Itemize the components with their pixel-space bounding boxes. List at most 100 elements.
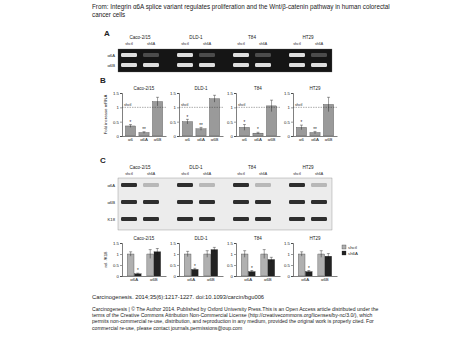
error-bar bbox=[213, 247, 216, 251]
error-stem bbox=[214, 247, 215, 251]
tick: 0.5 bbox=[170, 120, 179, 125]
tick: α6A bbox=[244, 277, 252, 282]
band bbox=[233, 63, 249, 67]
tick-label: 0 bbox=[117, 134, 120, 139]
tick-label: α6B bbox=[264, 277, 272, 282]
tick-label: 1 bbox=[231, 105, 234, 110]
error-stem bbox=[301, 252, 302, 256]
reference-line bbox=[179, 107, 223, 108]
axis-line bbox=[177, 94, 180, 137]
band bbox=[233, 183, 249, 187]
error-cap bbox=[270, 100, 273, 101]
x-axis: α6Aα6B bbox=[123, 277, 167, 283]
band bbox=[255, 63, 271, 67]
tick: α6 bbox=[128, 137, 133, 142]
tick: 0.5 bbox=[113, 120, 122, 125]
tick: 0.5 bbox=[227, 120, 236, 125]
tick-mark bbox=[177, 254, 179, 255]
band bbox=[121, 53, 137, 57]
lane-label: sh6A bbox=[203, 42, 212, 46]
tick: 1.5 bbox=[170, 91, 179, 96]
significance-mark: * bbox=[194, 264, 196, 269]
tick: α6 bbox=[242, 137, 247, 142]
panel-label: A bbox=[104, 29, 110, 38]
chart-title: HT29 bbox=[309, 236, 321, 241]
error-bar bbox=[129, 125, 132, 128]
lane-label: shctl bbox=[293, 172, 301, 176]
tick-mark bbox=[177, 107, 179, 108]
tick: 1.5 bbox=[227, 91, 236, 96]
tick-label: α6B bbox=[207, 277, 215, 282]
tick-label: α6A bbox=[254, 137, 262, 142]
axis-line bbox=[291, 94, 294, 137]
error-stem bbox=[201, 127, 202, 130]
tick-label: α6 bbox=[128, 137, 133, 142]
band bbox=[199, 200, 215, 204]
tick: 0.5 bbox=[284, 120, 293, 125]
axis-line bbox=[234, 94, 237, 137]
plot bbox=[127, 249, 160, 277]
tick: 1 bbox=[231, 252, 236, 257]
tick-mark bbox=[291, 136, 293, 137]
y-axis: 00.511.5 bbox=[227, 241, 236, 279]
y-axis: 00.511.5 bbox=[113, 241, 122, 279]
tick-mark bbox=[234, 93, 236, 94]
error-bar bbox=[300, 125, 303, 130]
tick-label: 0.5 bbox=[284, 263, 291, 268]
axis-line bbox=[123, 276, 167, 277]
plot bbox=[184, 247, 217, 276]
significance-mark: ** bbox=[313, 127, 317, 132]
lane-label: sh6A bbox=[203, 172, 212, 176]
tick-mark bbox=[177, 265, 179, 266]
band bbox=[177, 217, 193, 221]
chart: 00.511.5α6α6Aα6BT84shctl** bbox=[227, 86, 280, 142]
error-bar bbox=[307, 271, 310, 273]
y-axis: 00.511.5 bbox=[170, 91, 179, 139]
tick-mark bbox=[177, 122, 179, 123]
band bbox=[311, 53, 327, 57]
significance-mark: * bbox=[257, 127, 259, 132]
tick-mark bbox=[291, 243, 293, 244]
significance-mark: * bbox=[308, 266, 310, 271]
error-stem bbox=[258, 132, 259, 134]
band bbox=[233, 53, 249, 57]
error-bar bbox=[327, 97, 330, 111]
tick: α6B bbox=[321, 277, 329, 282]
tick: 0 bbox=[288, 134, 293, 139]
error-cap bbox=[129, 251, 132, 252]
tick-mark bbox=[234, 265, 236, 266]
band bbox=[255, 217, 271, 221]
bar bbox=[152, 102, 162, 136]
lane-label: shctl bbox=[125, 172, 133, 176]
footer-text: permits non-commercial re-use, distribut… bbox=[92, 318, 374, 324]
tick-mark bbox=[234, 136, 236, 137]
error-stem bbox=[187, 119, 188, 124]
error-cap bbox=[327, 253, 330, 254]
error-stem bbox=[271, 257, 272, 261]
tick: α6A bbox=[140, 137, 148, 142]
tick: α6B bbox=[268, 137, 276, 142]
error-stem bbox=[271, 100, 272, 111]
x-axis: α6Aα6B bbox=[180, 277, 224, 283]
y-axis: 00.511.5 bbox=[170, 241, 179, 279]
tick: 1.5 bbox=[170, 241, 179, 246]
tick: 1 bbox=[117, 105, 122, 110]
error-cap bbox=[263, 249, 266, 250]
cell-line-label: HT29 bbox=[302, 165, 314, 170]
band bbox=[311, 200, 327, 204]
tick-label: 0.5 bbox=[170, 263, 177, 268]
error-bar bbox=[263, 250, 266, 259]
tick: α6A bbox=[197, 137, 205, 142]
band bbox=[289, 183, 305, 187]
tick-mark bbox=[291, 254, 293, 255]
tick: 1.5 bbox=[284, 241, 293, 246]
lane-label: sh6A bbox=[315, 42, 324, 46]
plot bbox=[122, 97, 166, 136]
tick-mark bbox=[291, 107, 293, 108]
tick: α6A bbox=[254, 137, 262, 142]
legend: shctlsh6A bbox=[342, 245, 358, 256]
citation: Carcinogenesis. 2014;35(6):1217-1227. do… bbox=[92, 294, 264, 300]
header-text: cancer cells bbox=[92, 11, 125, 18]
error-stem bbox=[130, 125, 131, 128]
tick-label: α6B bbox=[150, 277, 158, 282]
